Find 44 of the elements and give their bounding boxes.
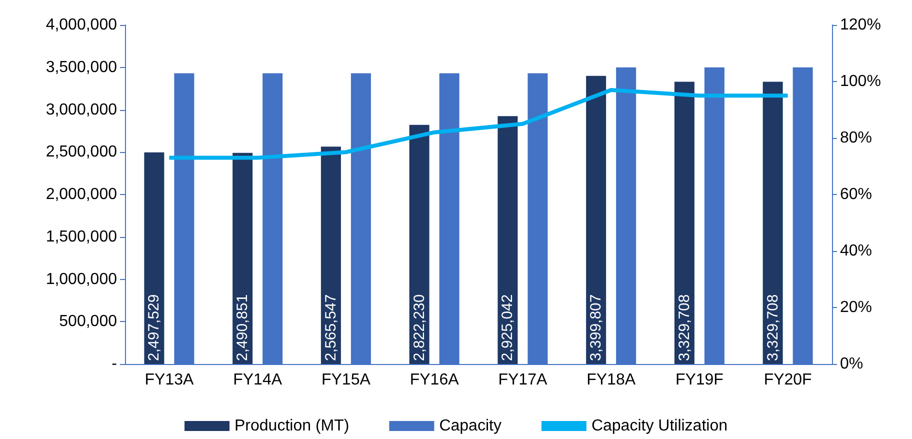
bar <box>586 76 606 364</box>
bar <box>144 152 164 364</box>
y2-tick-label: 100% <box>840 73 881 90</box>
x-tick-label: FY16A <box>410 372 460 388</box>
data-label: 2,925,042 <box>499 294 516 361</box>
x-tick-label: FY18A <box>586 372 636 388</box>
bar <box>498 116 518 364</box>
bar <box>320 146 341 364</box>
y2-tick-label: 80% <box>840 130 872 146</box>
y2-tick-label: 20% <box>840 299 872 316</box>
data-label: 2,490,851 <box>234 294 252 361</box>
bar <box>409 124 430 364</box>
y-tick-label: 1,000,000 <box>46 270 118 288</box>
y-tick-label: 4,000,000 <box>46 16 118 34</box>
y2-tick-label: 60% <box>840 186 872 203</box>
legend-label: Capacity Utilization <box>591 418 728 434</box>
y-tick-label: 1,500,000 <box>46 228 118 246</box>
data-label: 3,329,708 <box>764 294 782 361</box>
y-tick-label: 500,000 <box>59 313 118 330</box>
line-series <box>167 88 790 160</box>
data-label: 2,565,547 <box>322 294 340 361</box>
legend-label: Production (MT) <box>234 418 350 434</box>
data-label: 3,399,807 <box>588 294 605 361</box>
x-tick-label: FY14A <box>233 372 282 388</box>
y-tick-label: 2,000,000 <box>46 186 118 203</box>
bar <box>232 152 253 364</box>
x-tick-label: FY17A <box>498 372 548 388</box>
data-label: 2,497,529 <box>146 294 163 361</box>
data-label: 2,822,230 <box>410 294 428 361</box>
y2-tick-label: 0% <box>840 356 864 372</box>
legend-label: Capacity <box>439 418 502 434</box>
y-tick-label: 3,000,000 <box>46 101 118 118</box>
x-tick-label: FY20F <box>764 372 812 388</box>
bar <box>674 82 694 364</box>
bar <box>762 82 783 364</box>
y-tick-label: 3,500,000 <box>46 58 118 76</box>
data-label: 3,329,708 <box>676 294 693 361</box>
y-tick-label: - <box>112 356 117 372</box>
y2-tick-label: 120% <box>840 16 881 34</box>
y2-tick-label: 40% <box>840 242 872 260</box>
y-tick-label: 2,500,000 <box>46 144 118 161</box>
x-tick-label: FY19F <box>675 372 724 388</box>
x-tick-label: FY13A <box>144 372 194 388</box>
x-tick-label: FY15A <box>321 372 371 388</box>
